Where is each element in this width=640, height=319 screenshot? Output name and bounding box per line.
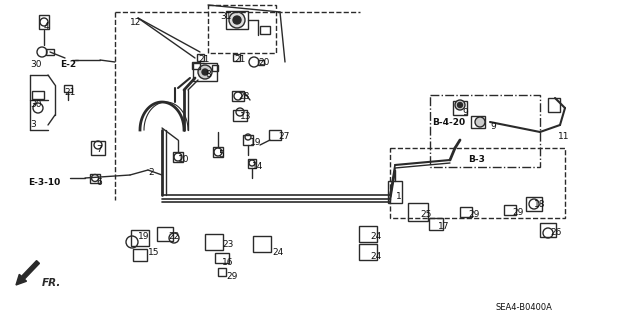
- Text: 1: 1: [396, 192, 402, 201]
- Text: 24: 24: [370, 232, 381, 241]
- Bar: [471, 116, 485, 128]
- Bar: [192, 62, 200, 69]
- Text: 29: 29: [512, 208, 524, 217]
- Bar: [258, 60, 264, 64]
- Text: 21: 21: [234, 55, 245, 64]
- Text: 12: 12: [130, 18, 141, 27]
- Bar: [232, 54, 239, 61]
- Text: 21: 21: [64, 88, 76, 97]
- Text: E-2: E-2: [60, 60, 76, 69]
- Text: 22: 22: [168, 232, 179, 241]
- Text: FR.: FR.: [42, 278, 61, 288]
- Bar: [243, 135, 253, 145]
- Text: 5: 5: [218, 150, 224, 159]
- Text: 8: 8: [205, 70, 211, 79]
- Text: 29: 29: [226, 272, 237, 281]
- Text: 10: 10: [178, 155, 189, 164]
- Text: E-3-10: E-3-10: [28, 178, 60, 187]
- Text: 28: 28: [238, 92, 250, 101]
- Bar: [39, 15, 49, 29]
- Circle shape: [233, 16, 241, 24]
- Bar: [173, 152, 183, 162]
- Bar: [46, 49, 54, 55]
- Text: 11: 11: [558, 132, 570, 141]
- Text: 25: 25: [420, 210, 431, 219]
- Bar: [90, 174, 100, 182]
- Bar: [429, 218, 443, 230]
- Circle shape: [202, 69, 208, 75]
- Text: 29: 29: [468, 210, 479, 219]
- FancyArrow shape: [16, 261, 40, 285]
- Text: 18: 18: [534, 200, 545, 209]
- Bar: [388, 181, 402, 203]
- Circle shape: [475, 117, 485, 127]
- Bar: [460, 207, 472, 217]
- Bar: [133, 249, 147, 261]
- Text: B-3: B-3: [468, 155, 485, 164]
- Bar: [548, 98, 560, 112]
- Circle shape: [458, 102, 463, 108]
- Bar: [359, 244, 377, 260]
- Bar: [390, 148, 565, 218]
- Text: 2: 2: [148, 168, 154, 177]
- Text: 13: 13: [240, 112, 252, 121]
- Bar: [233, 109, 247, 121]
- Bar: [212, 65, 218, 71]
- Bar: [213, 147, 223, 157]
- Text: 9: 9: [490, 122, 496, 131]
- Bar: [205, 234, 223, 250]
- Bar: [196, 54, 204, 61]
- Bar: [208, 5, 276, 53]
- Bar: [269, 130, 281, 140]
- Circle shape: [455, 100, 465, 110]
- Text: 31: 31: [220, 12, 232, 21]
- Bar: [504, 205, 516, 215]
- Text: 24: 24: [370, 252, 381, 261]
- Text: 16: 16: [222, 258, 234, 267]
- Bar: [359, 226, 377, 242]
- Bar: [32, 91, 44, 99]
- Text: 3: 3: [30, 120, 36, 129]
- Bar: [157, 227, 173, 241]
- Bar: [193, 63, 217, 81]
- Text: 9: 9: [462, 108, 468, 117]
- Text: 17: 17: [438, 222, 449, 231]
- Bar: [64, 85, 72, 92]
- Text: SEA4-B0400A: SEA4-B0400A: [496, 303, 553, 312]
- Text: 19: 19: [138, 232, 150, 241]
- Bar: [526, 197, 542, 211]
- Text: 21: 21: [198, 55, 209, 64]
- Text: 23: 23: [222, 240, 234, 249]
- Text: 19: 19: [250, 138, 262, 147]
- Text: 6: 6: [96, 178, 102, 187]
- Text: 24: 24: [272, 248, 284, 257]
- Bar: [218, 268, 226, 276]
- Text: 30: 30: [30, 100, 42, 109]
- Bar: [453, 101, 467, 115]
- Circle shape: [229, 12, 245, 28]
- Bar: [215, 253, 229, 263]
- Text: 20: 20: [258, 58, 269, 67]
- Bar: [253, 236, 271, 252]
- Bar: [540, 223, 556, 237]
- Text: 26: 26: [550, 228, 561, 237]
- Bar: [131, 230, 149, 246]
- Bar: [248, 159, 256, 167]
- Bar: [232, 91, 244, 101]
- Text: B-4-20: B-4-20: [432, 118, 465, 127]
- Text: 4: 4: [44, 22, 50, 31]
- Bar: [408, 203, 428, 221]
- Bar: [91, 141, 105, 155]
- Bar: [260, 26, 270, 34]
- Text: 14: 14: [252, 162, 264, 171]
- Text: 15: 15: [148, 248, 159, 257]
- Bar: [226, 11, 248, 29]
- Text: 27: 27: [278, 132, 289, 141]
- Bar: [430, 95, 540, 167]
- Circle shape: [198, 65, 212, 79]
- Text: 7: 7: [96, 145, 102, 154]
- Text: 30: 30: [30, 60, 42, 69]
